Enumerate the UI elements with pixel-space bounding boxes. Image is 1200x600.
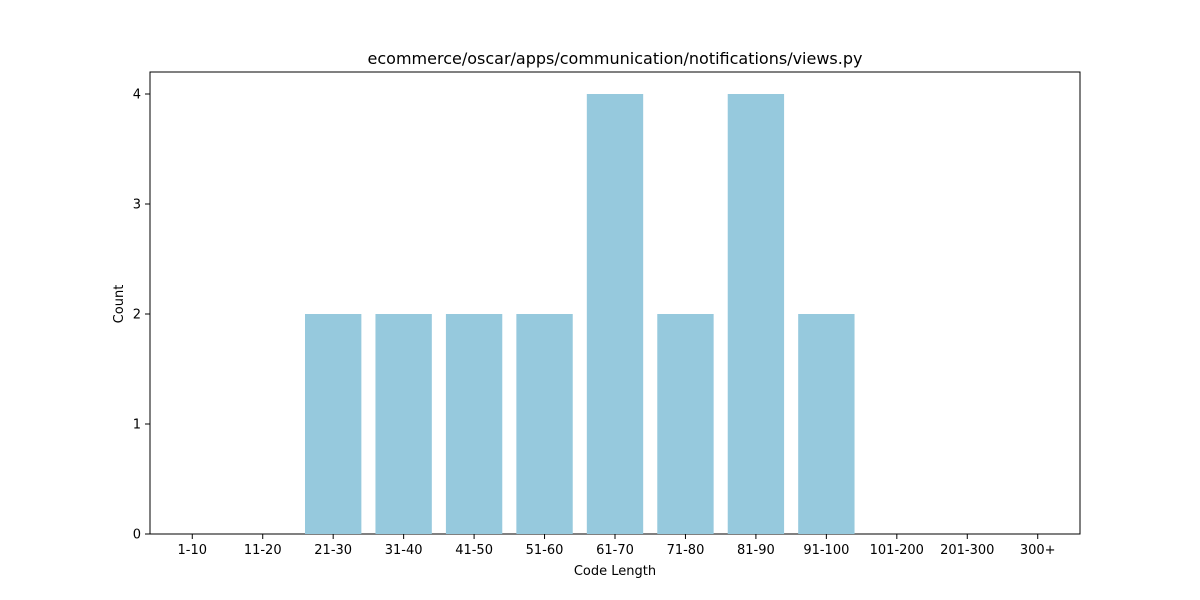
x-tick-label: 51-60 [526,543,564,558]
bars-group [305,94,855,534]
x-tick-label: 21-30 [314,543,352,558]
x-tick-label: 300+ [1020,543,1056,558]
x-tick-label: 31-40 [385,543,423,558]
x-tick-label: 1-10 [178,543,208,558]
y-tick-label: 1 [133,418,141,433]
bar-81-90 [727,94,785,534]
chart-title: ecommerce/oscar/apps/communication/notif… [368,49,863,68]
x-tick-label: 61-70 [596,543,634,558]
y-axis: 0 1 2 3 4 [133,88,150,543]
x-tick-label: 101-200 [870,543,924,558]
bar-61-70 [586,94,644,534]
bar-91-100 [798,314,855,534]
bar-51-60 [516,314,573,534]
y-tick-label: 3 [133,198,141,213]
bar-71-80 [657,314,714,534]
bar-41-50 [445,314,503,534]
bar-21-30 [305,314,362,534]
x-tick-label: 41-50 [455,543,493,558]
y-tick-label: 4 [133,88,141,103]
y-tick-label: 2 [133,308,141,323]
x-tick-label: 81-90 [737,543,775,558]
y-axis-label: Count [112,285,127,324]
x-tick-label: 91-100 [803,543,849,558]
bar-31-40 [375,314,432,534]
x-axis: 1-10 11-20 21-30 31-40 41-50 51-60 61-70 71-80 8… [178,534,1056,558]
x-tick-label: 201-300 [940,543,994,558]
x-tick-label: 71-80 [667,543,705,558]
y-tick-label: 0 [133,528,141,543]
x-axis-label: Code Length [574,564,656,579]
x-tick-label: 11-20 [244,543,282,558]
